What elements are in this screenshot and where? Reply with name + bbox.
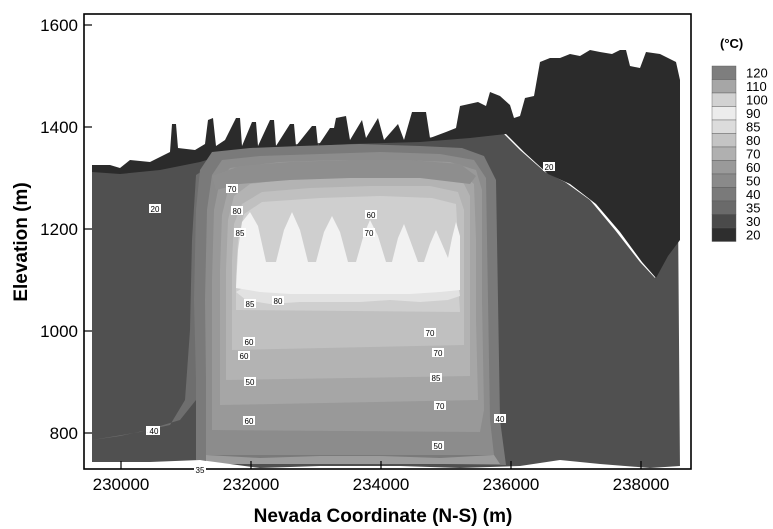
colorbar-swatch <box>711 79 737 94</box>
contour-label: 80 <box>274 297 283 306</box>
colorbar-level-label: 20 <box>746 227 760 242</box>
y-axis-label: Elevation (m) <box>11 182 32 301</box>
contour-label: 70 <box>365 229 374 238</box>
contour-label-box <box>424 328 436 337</box>
model-lower-boundary <box>84 460 691 469</box>
contour-label-box <box>231 206 243 215</box>
colorbar-swatch <box>711 119 737 134</box>
x-tick-label: 230000 <box>93 475 150 494</box>
contour-label-box <box>272 296 284 305</box>
contour-label-box <box>244 377 256 386</box>
contour-label: 60 <box>245 417 254 426</box>
colorbar-level-label: 70 <box>746 146 760 161</box>
contour-label: 50 <box>246 378 255 387</box>
colorbar-swatch <box>711 65 737 80</box>
y-tick-label: 800 <box>50 424 78 443</box>
x-tick-label: 234000 <box>353 475 410 494</box>
colorbar-level-label: 120 <box>746 65 768 80</box>
surface-topography-region <box>92 50 680 278</box>
contour-label: 70 <box>436 402 445 411</box>
contour-label-box <box>365 210 377 219</box>
contour-label: 60 <box>367 211 376 220</box>
contour-label-box <box>234 228 246 237</box>
block-base-shading <box>206 455 500 464</box>
contour-label: 85 <box>432 374 441 383</box>
contour-labels: 2020307080856070858070607060508570605040… <box>146 162 555 475</box>
colorbar-swatch <box>711 160 737 175</box>
y-tick-label: 1600 <box>40 16 78 35</box>
colorbar-level-label: 100 <box>746 92 768 107</box>
y-tick-label: 1400 <box>40 118 78 137</box>
plot-frame <box>83 13 692 470</box>
contour-label-box <box>432 348 444 357</box>
contour-label: 40 <box>496 415 505 424</box>
contour-label-box <box>543 162 555 171</box>
isotherm-100-peaks <box>236 212 460 294</box>
contour-label: 70 <box>434 349 443 358</box>
contour-label-box <box>430 373 442 382</box>
contour-label: 40 <box>150 427 159 436</box>
colorbar-swatch <box>711 146 737 161</box>
contour-label: 60 <box>245 338 254 347</box>
y-tick-label: 1200 <box>40 220 78 239</box>
contour-label-box <box>244 299 256 308</box>
colorbar-level-label: 35 <box>746 200 760 215</box>
contour-label: 20 <box>545 163 554 172</box>
contour-label-box <box>238 351 250 360</box>
contour-label-box <box>363 228 375 237</box>
plot-area <box>84 14 691 469</box>
colorbar-title: (°C) <box>720 36 743 51</box>
contour-label-box <box>432 441 444 450</box>
x-tick-label: 238000 <box>613 475 670 494</box>
contour-label-box <box>434 401 446 410</box>
contour-label: 70 <box>228 185 237 194</box>
contour-label-box <box>148 426 160 435</box>
contour-label: 85 <box>246 300 255 309</box>
colorbar-swatch <box>711 106 737 121</box>
contour-label-box <box>226 184 238 193</box>
y-tick-marks <box>84 24 92 434</box>
colorbar-level-label: 85 <box>746 119 760 134</box>
colorbar-swatch <box>711 187 737 202</box>
contour-label: 60 <box>240 352 249 361</box>
colorbar-level-label: 40 <box>746 187 760 202</box>
colorbar-swatch <box>711 200 737 215</box>
colorbar-level-label: 30 <box>746 214 760 229</box>
contour-label-box <box>149 204 161 213</box>
contour-label-box <box>494 414 506 423</box>
contour-label: 35 <box>196 466 205 475</box>
colorbar-swatch <box>711 214 737 229</box>
contour-label: 70 <box>426 329 435 338</box>
contour-label-box <box>243 337 255 346</box>
colorbar-swatch <box>711 227 737 242</box>
contour-label: 20 <box>151 205 160 214</box>
colorbar-level-label: 90 <box>746 106 760 121</box>
colorbar-swatch <box>711 173 737 188</box>
contour-label: 85 <box>236 229 245 238</box>
colorbar-swatch <box>711 92 737 107</box>
x-tick-marks <box>120 461 642 469</box>
y-tick-label: 1000 <box>40 322 78 341</box>
colorbar-swatch <box>711 133 737 148</box>
contour-label-box <box>243 416 255 425</box>
contour-label: 50 <box>434 442 443 451</box>
x-tick-label: 232000 <box>223 475 280 494</box>
x-axis-label: Nevada Coordinate (N-S) (m) <box>254 506 513 527</box>
upper-block-shading <box>212 160 476 190</box>
contour-label: 80 <box>233 207 242 216</box>
x-tick-label: 236000 <box>483 475 540 494</box>
colorbar-level-label: 60 <box>746 160 760 175</box>
contour-label-box <box>194 465 206 474</box>
colorbar-level-label: 50 <box>746 173 760 188</box>
colorbar-level-label: 110 <box>746 79 767 94</box>
colorbar-level-label: 80 <box>746 133 760 148</box>
